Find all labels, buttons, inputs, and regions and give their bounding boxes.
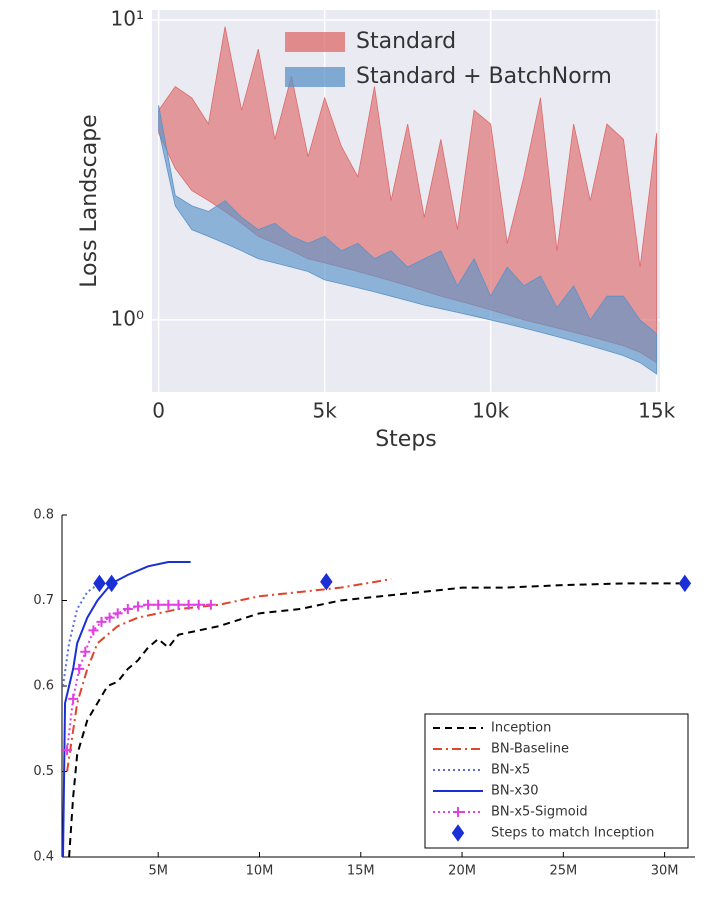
marker [62, 745, 73, 756]
x-tick-label: 0 [152, 399, 165, 423]
marker [132, 601, 143, 612]
x-tick-label: 15k [638, 399, 675, 423]
line [66, 578, 392, 772]
x-tick-label: 30M [651, 864, 679, 879]
y-axis-label: Loss Landscape [77, 114, 102, 287]
marker [74, 663, 85, 674]
legend-marker [453, 807, 463, 817]
marker [104, 612, 115, 623]
line [68, 582, 685, 858]
y-tick-label: 10⁰ [111, 306, 144, 330]
x-tick-label: 20M [448, 864, 476, 879]
marker [105, 574, 118, 593]
x-tick-label: 25M [549, 864, 577, 879]
marker [205, 599, 216, 610]
marker [153, 599, 164, 610]
legend-label: Steps to match Inception [491, 826, 654, 841]
legend-label: BN-Baseline [491, 742, 569, 757]
legend-label: Inception [491, 721, 551, 736]
x-tick-label: 5M [148, 864, 168, 879]
marker [678, 574, 692, 593]
marker [143, 599, 154, 610]
x-tick-label: 5k [312, 399, 337, 423]
band [158, 105, 658, 375]
y-tick-label: 10¹ [111, 7, 144, 31]
line [62, 561, 191, 858]
marker [68, 693, 79, 704]
legend-label: BN-x5 [491, 763, 530, 778]
marker [96, 616, 107, 627]
marker [112, 608, 123, 619]
y-tick-label: 0.5 [33, 764, 54, 779]
x-axis-label: Steps [375, 427, 437, 452]
y-tick-label: 0.7 [33, 593, 54, 608]
marker [93, 574, 106, 593]
y-tick-label: 0.8 [33, 508, 54, 523]
legend-label: BN-x30 [491, 784, 539, 799]
legend-swatch [285, 32, 345, 52]
marker [193, 599, 204, 610]
legend-label: Standard + BatchNorm [356, 64, 612, 89]
marker [183, 599, 194, 610]
legend-box [424, 713, 689, 849]
marker [320, 572, 333, 591]
y-tick-label: 0.6 [33, 679, 54, 694]
marker [173, 599, 184, 610]
x-tick-label: 10M [246, 864, 274, 879]
legend-label: BN-x5-Sigmoid [491, 805, 588, 820]
marker [80, 646, 91, 657]
y-tick-label: 0.4 [33, 850, 54, 865]
legend-marker [451, 824, 465, 842]
marker [163, 599, 174, 610]
marker [88, 625, 99, 636]
line [66, 603, 211, 751]
x-tick-label: 15M [347, 864, 375, 879]
marker [122, 604, 133, 615]
legend-swatch [285, 67, 345, 87]
x-tick-label: 10k [472, 399, 509, 423]
legend-label: Standard [356, 29, 456, 54]
